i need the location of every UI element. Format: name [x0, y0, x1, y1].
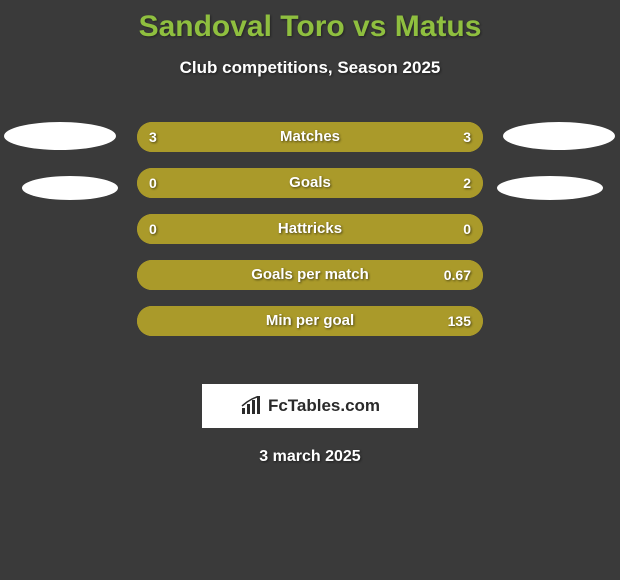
- stat-value-left: 3: [149, 122, 157, 152]
- stat-label: Hattricks: [137, 214, 483, 244]
- stat-row: Hattricks0 0: [137, 214, 483, 244]
- chart-icon: [240, 396, 264, 416]
- stat-value-right: 135: [448, 306, 471, 336]
- page-title: Sandoval Toro vs Matus: [0, 0, 620, 44]
- stat-value-right: 0.67: [444, 260, 471, 290]
- subtitle: Club competitions, Season 2025: [0, 58, 620, 78]
- stat-value-left: 0: [149, 214, 157, 244]
- stat-label: Min per goal: [137, 306, 483, 336]
- stat-row: Goals0 2: [137, 168, 483, 198]
- stat-value-left: 0: [149, 168, 157, 198]
- stat-value-right: 3: [463, 122, 471, 152]
- player-oval: [497, 176, 603, 200]
- logo-text: FcTables.com: [268, 396, 380, 416]
- comparison-chart: Matches33Goals02Hattricks00Goals per mat…: [0, 122, 620, 362]
- stat-row: Min per goal135: [137, 306, 483, 336]
- stat-label: Goals per match: [137, 260, 483, 290]
- source-logo: FcTables.com: [202, 384, 418, 428]
- date-label: 3 march 2025: [0, 448, 620, 466]
- stat-label: Matches: [137, 122, 483, 152]
- player-oval: [503, 122, 615, 150]
- stat-value-right: 0: [463, 214, 471, 244]
- stat-label: Goals: [137, 168, 483, 198]
- player-oval: [4, 122, 116, 150]
- stat-value-right: 2: [463, 168, 471, 198]
- bars-container: Matches33Goals02Hattricks00Goals per mat…: [137, 122, 483, 352]
- stat-row: Matches3 3: [137, 122, 483, 152]
- stat-row: Goals per match0.67: [137, 260, 483, 290]
- player-oval: [22, 176, 118, 200]
